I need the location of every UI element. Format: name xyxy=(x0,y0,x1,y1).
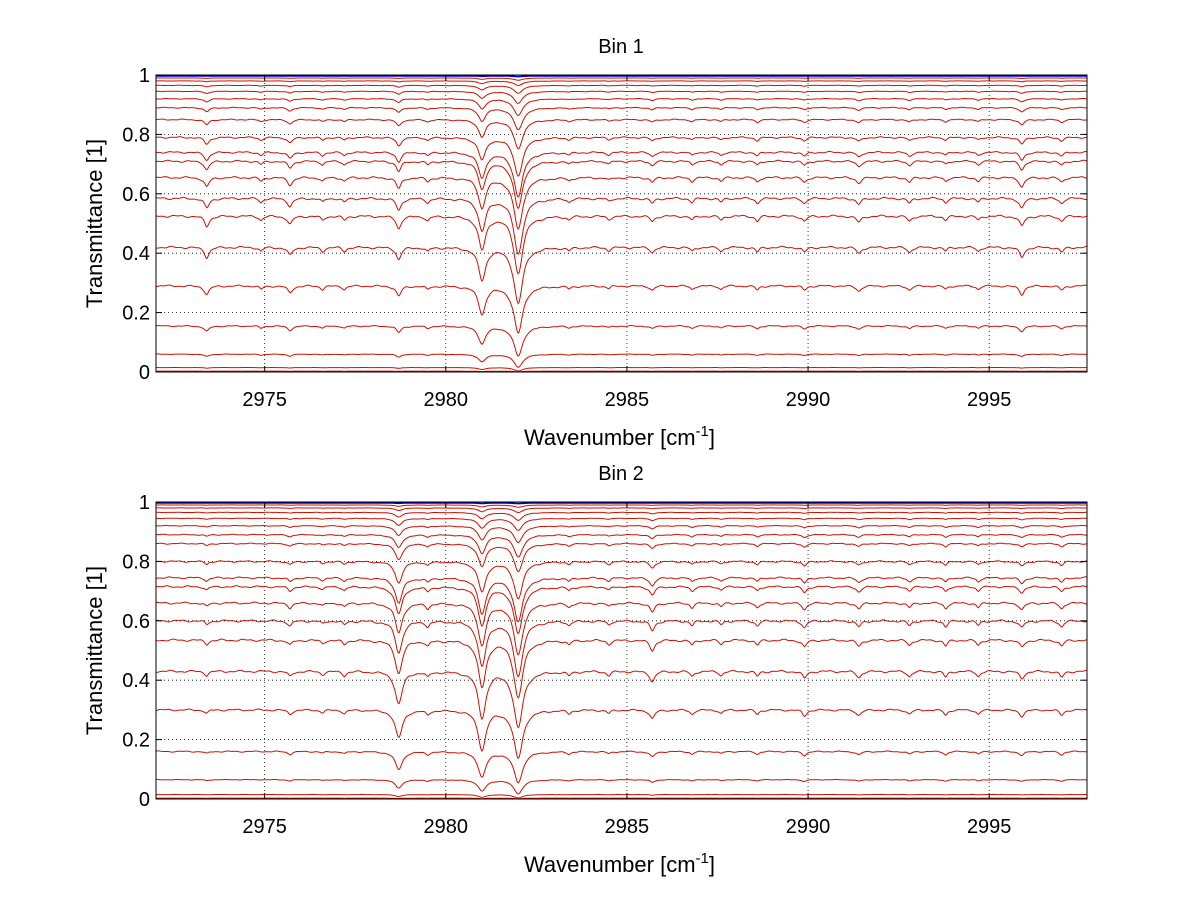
series-line xyxy=(155,159,1088,210)
series-line xyxy=(156,502,1087,505)
series-line xyxy=(155,750,1088,784)
series-line xyxy=(156,97,1088,117)
y-axis-label: Transmittance [1] xyxy=(82,566,107,735)
series-line xyxy=(155,150,1088,198)
x-tick-label: 2980 xyxy=(424,389,469,411)
series-line xyxy=(156,778,1087,795)
x-axis-label: Wavenumber [cm-1] xyxy=(524,850,715,877)
series-line xyxy=(155,619,1088,678)
x-axis-label-text: Wavenumber [cm xyxy=(524,425,696,450)
series-line xyxy=(155,638,1088,699)
series-line xyxy=(156,511,1087,521)
series-line xyxy=(156,669,1087,729)
series-line xyxy=(155,793,1087,799)
x-tick-label: 2990 xyxy=(786,389,831,411)
series-line xyxy=(155,214,1088,275)
y-tick-label: 0.4 xyxy=(122,670,150,692)
x-axis-label-exponent: -1 xyxy=(696,850,709,867)
x-tick-label: 2985 xyxy=(605,816,650,838)
series-line xyxy=(156,77,1087,81)
x-tick-label: 2980 xyxy=(424,816,469,838)
x-axis-label-text: Wavenumber [cm xyxy=(524,852,696,877)
grid-lines xyxy=(156,502,1087,799)
series-line xyxy=(155,576,1088,623)
x-tick-label: 2985 xyxy=(605,389,650,411)
y-tick-label: 0.6 xyxy=(122,611,150,633)
chart-title: Bin 2 xyxy=(598,463,644,485)
series-line xyxy=(155,601,1088,656)
x-tick-labels: 2975 2980 2985 2990 2995 xyxy=(242,389,1011,411)
plot-area-frame xyxy=(155,74,1088,373)
y-tick-label: 0.6 xyxy=(122,184,150,206)
chart-panel-bin-1: Bin 1 2975 2980 2985 2990 2995 0 0.2 0.4… xyxy=(82,36,1088,450)
series-group xyxy=(155,75,1088,373)
axis-ticks xyxy=(156,74,1087,373)
y-tick-label: 0.2 xyxy=(122,303,150,325)
x-tick-label: 2995 xyxy=(967,816,1012,838)
series-line xyxy=(156,366,1087,372)
y-tick-label: 1 xyxy=(139,65,150,87)
series-line xyxy=(156,75,1087,78)
chart-panel-bin-2: Bin 2 2975 2980 2985 2990 2995 0 0.2 0.4… xyxy=(82,463,1088,877)
series-line xyxy=(156,118,1088,150)
x-tick-label: 2990 xyxy=(786,816,831,838)
x-axis-label-exponent: -1 xyxy=(696,423,709,440)
series-line xyxy=(155,585,1088,635)
y-tick-label: 0.8 xyxy=(122,124,150,146)
series-line xyxy=(155,245,1088,305)
series-line xyxy=(155,196,1088,256)
series-line xyxy=(156,797,1087,800)
axis-ticks xyxy=(156,501,1087,800)
series-line xyxy=(155,560,1088,600)
series-line xyxy=(156,507,1087,513)
y-axis-label: Transmittance [1] xyxy=(82,139,107,308)
y-tick-label: 0.2 xyxy=(122,730,150,752)
grid-lines xyxy=(156,75,1087,372)
series-group xyxy=(155,502,1088,800)
series-line xyxy=(156,504,1087,508)
y-tick-label: 0.8 xyxy=(122,551,150,573)
series-line xyxy=(155,708,1088,760)
series-line xyxy=(155,136,1088,177)
series-line xyxy=(156,517,1088,531)
x-tick-label: 2995 xyxy=(967,389,1012,411)
series-line xyxy=(156,533,1088,558)
x-axis-label: Wavenumber [cm-1] xyxy=(524,423,715,450)
series-line xyxy=(155,176,1088,230)
y-tick-labels: 0 0.2 0.4 0.6 0.8 1 xyxy=(122,65,150,384)
x-tick-label: 2975 xyxy=(242,389,287,411)
y-tick-label: 0 xyxy=(139,362,150,384)
chart-title: Bin 1 xyxy=(598,36,644,58)
series-line xyxy=(155,324,1088,357)
series-line xyxy=(156,90,1087,105)
x-axis-label-end: ] xyxy=(709,852,715,877)
series-line xyxy=(156,524,1088,544)
series-line xyxy=(156,353,1087,368)
y-tick-label: 0.4 xyxy=(122,243,150,265)
series-line xyxy=(155,542,1088,573)
y-tick-label: 1 xyxy=(139,492,150,514)
y-tick-label: 0 xyxy=(139,789,150,811)
y-tick-labels: 0 0.2 0.4 0.6 0.8 1 xyxy=(122,492,150,811)
x-axis-label-end: ] xyxy=(709,425,715,450)
series-line xyxy=(155,284,1088,334)
series-line xyxy=(155,80,1087,87)
x-tick-label: 2975 xyxy=(242,816,287,838)
series-line xyxy=(156,370,1087,373)
x-tick-labels: 2975 2980 2985 2990 2995 xyxy=(242,816,1011,838)
series-line xyxy=(156,84,1087,94)
plot-area-frame xyxy=(155,501,1088,800)
series-line xyxy=(155,106,1087,131)
